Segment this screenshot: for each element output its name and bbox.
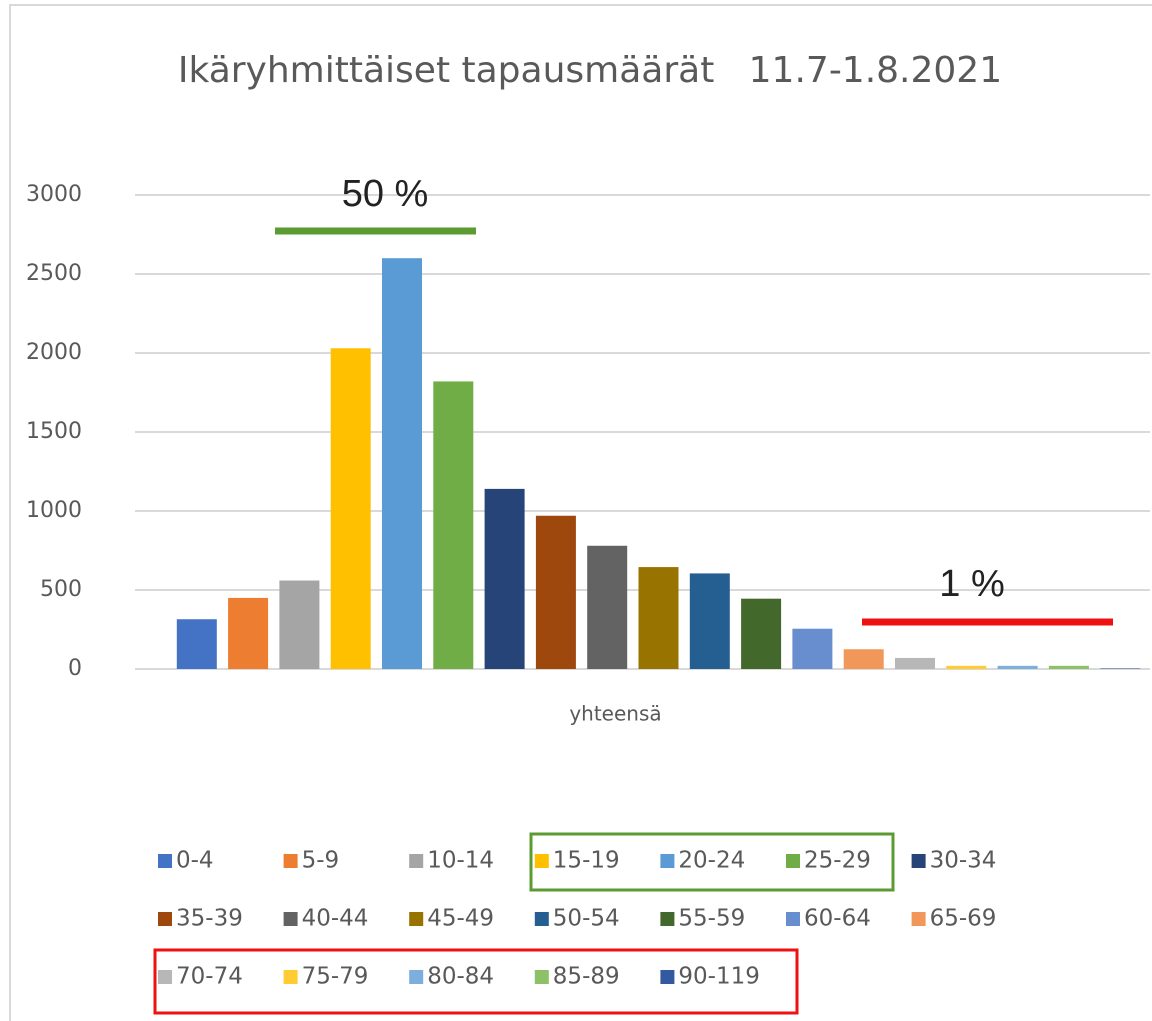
y-tick-label: 2000 bbox=[26, 340, 82, 365]
legend-swatch bbox=[409, 854, 424, 868]
legend-swatch bbox=[158, 912, 172, 926]
legend-swatch bbox=[911, 912, 926, 926]
highlight-box bbox=[529, 832, 895, 892]
bar bbox=[228, 597, 269, 669]
bar bbox=[741, 598, 782, 669]
legend-swatch bbox=[409, 912, 424, 926]
legend-swatch bbox=[786, 854, 800, 868]
legend-swatch bbox=[158, 970, 172, 984]
bar bbox=[330, 348, 371, 669]
bar bbox=[535, 515, 576, 669]
legend-label: 30-34 bbox=[930, 848, 997, 874]
y-tick-label: 1500 bbox=[26, 419, 82, 444]
bar bbox=[484, 488, 525, 669]
legend-label: 60-64 bbox=[804, 906, 871, 932]
legend-label: 35-39 bbox=[176, 906, 243, 932]
legend-label: 80-84 bbox=[427, 964, 494, 990]
bar bbox=[176, 619, 217, 669]
legend-label: 85-89 bbox=[553, 964, 620, 990]
legend-label: 0-4 bbox=[176, 848, 214, 874]
legend-label: 15-19 bbox=[553, 848, 620, 874]
legend-label: 75-79 bbox=[302, 964, 369, 990]
bar bbox=[279, 580, 320, 669]
legend-swatch bbox=[283, 912, 298, 926]
legend-swatch bbox=[660, 970, 675, 984]
bar bbox=[433, 381, 474, 669]
x-tick-label: yhteensä bbox=[569, 702, 661, 726]
chart-frame bbox=[9, 4, 1152, 1021]
y-tick-label: 2500 bbox=[26, 261, 82, 286]
bar bbox=[895, 657, 935, 669]
legend-label: 10-14 bbox=[427, 848, 494, 874]
legend-label: 70-74 bbox=[176, 964, 243, 990]
bar bbox=[946, 665, 987, 669]
legend-label: 45-49 bbox=[427, 906, 494, 932]
y-tick-label: 3000 bbox=[26, 182, 82, 207]
bar bbox=[587, 545, 628, 669]
bar bbox=[1048, 665, 1089, 669]
legend-label: 25-29 bbox=[804, 848, 871, 874]
legend-swatch bbox=[283, 854, 298, 868]
legend-label: 90-119 bbox=[678, 964, 759, 990]
y-tick-label: 500 bbox=[40, 577, 82, 602]
bar bbox=[792, 628, 833, 669]
bar bbox=[997, 665, 1038, 669]
legend-swatch bbox=[534, 854, 549, 868]
legend-label: 40-44 bbox=[302, 906, 369, 932]
grid: 0 500 1000 1500 2000 2500 3000 yhteensä bbox=[26, 182, 1150, 726]
chart-title: Ikäryhmittäiset tapausmäärät 11.7-1.8.20… bbox=[178, 50, 1002, 91]
bars bbox=[176, 258, 1141, 669]
legend-swatch bbox=[911, 854, 926, 868]
legend: 0-4 5-9 10-14 15-19 20-24 25-29 30-34 35-39 40-4… bbox=[158, 848, 996, 990]
annotation: 1 % bbox=[939, 563, 1004, 605]
legend-label: 55-59 bbox=[678, 906, 745, 932]
y-tick-label: 0 bbox=[68, 656, 82, 681]
legend-label: 50-54 bbox=[553, 906, 620, 932]
legend-swatch bbox=[786, 912, 800, 926]
bar bbox=[689, 573, 730, 669]
legend-swatch bbox=[158, 854, 172, 868]
legend-swatch bbox=[534, 912, 549, 926]
y-tick-label: 1000 bbox=[26, 498, 82, 523]
bar bbox=[843, 649, 884, 669]
legend-swatch bbox=[534, 970, 549, 984]
legend-label: 20-24 bbox=[678, 848, 745, 874]
bar bbox=[638, 567, 679, 669]
legend-label: 5-9 bbox=[302, 848, 340, 874]
legend-swatch bbox=[660, 854, 675, 868]
legend-label: 65-69 bbox=[930, 906, 997, 932]
highlight-box bbox=[153, 948, 799, 1015]
annotation: 50 % bbox=[342, 173, 429, 215]
bar bbox=[382, 258, 422, 669]
legend-swatch bbox=[409, 970, 424, 984]
legend-swatch bbox=[660, 912, 675, 926]
legend-swatch bbox=[283, 970, 298, 984]
